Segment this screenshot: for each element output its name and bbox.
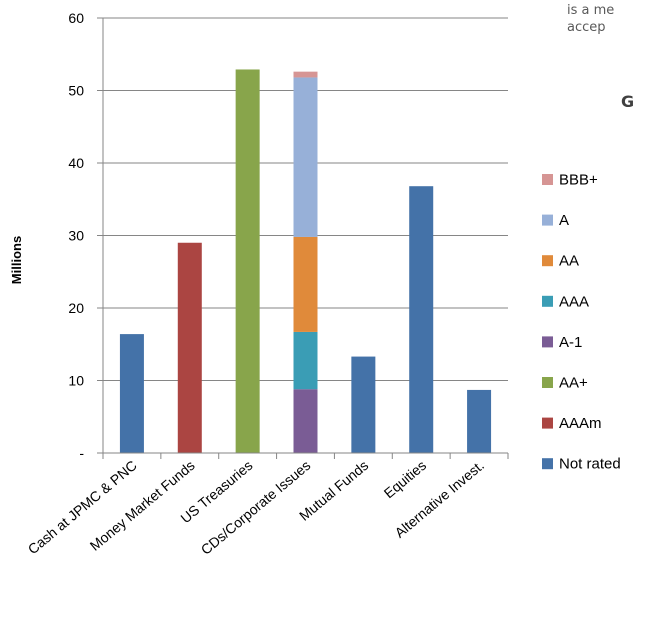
x-tick-label: CDs/Corporate Issues xyxy=(198,457,314,558)
legend-label: AA+ xyxy=(559,375,588,392)
bar-segment xyxy=(467,389,492,453)
y-tick-label: 40 xyxy=(68,155,84,171)
y-tick-label: 10 xyxy=(68,373,84,389)
bar-segment xyxy=(293,236,318,332)
corner-text-line-2: accep xyxy=(567,20,606,35)
y-tick-label: 30 xyxy=(68,228,84,244)
legend-label: AAAm xyxy=(559,415,602,432)
y-axis-title: Millions xyxy=(9,236,24,284)
legend-swatch xyxy=(542,377,553,388)
legend-label: Not rated xyxy=(559,456,621,473)
legend-swatch xyxy=(542,214,553,226)
legend-swatch xyxy=(542,255,553,267)
y-tick-label: 20 xyxy=(68,300,84,316)
bar-segment xyxy=(119,334,144,453)
y-tick-label: 60 xyxy=(68,10,84,26)
legend-item: A-1 xyxy=(542,334,582,351)
legend-label: BBB+ xyxy=(559,172,598,189)
legend-item: A xyxy=(542,212,569,229)
bar-segment xyxy=(293,71,318,78)
legend-label: A-1 xyxy=(559,334,582,351)
y-tick-labels: - 10 20 30 40 50 60 xyxy=(68,10,84,461)
bar-segment xyxy=(293,331,318,390)
bar-segment xyxy=(409,186,434,453)
bar-segment xyxy=(293,77,318,237)
legend-item: Not rated xyxy=(542,456,621,473)
x-tick-label: Money Market Funds xyxy=(87,457,198,554)
y-tick-label: - xyxy=(79,445,84,461)
corner-text-line-3: G xyxy=(621,92,635,111)
legend-swatch xyxy=(542,417,553,429)
legend-swatch xyxy=(542,336,553,348)
legend-item: BBB+ xyxy=(542,172,598,189)
x-tick-label: Cash at JPMC & PNC xyxy=(25,457,140,557)
legend-swatch xyxy=(542,174,553,185)
legend-item: AA xyxy=(542,253,579,270)
bar-segment xyxy=(351,356,376,453)
bar-segment xyxy=(293,389,318,453)
legend-label: A xyxy=(559,212,569,229)
legend-item: AAA xyxy=(542,293,589,310)
axes xyxy=(97,17,509,459)
legend-item: AA+ xyxy=(542,375,588,392)
x-tick-label: Equities xyxy=(381,457,429,501)
legend-label: AA xyxy=(559,253,579,270)
legend-item: AAAm xyxy=(542,415,602,432)
y-tick-label: 50 xyxy=(68,83,84,99)
corner-text-line-1: is a me xyxy=(567,3,615,18)
legend-label: AAA xyxy=(559,293,589,310)
bar-group xyxy=(119,69,492,453)
bar-segment xyxy=(235,69,260,453)
bar-segment xyxy=(177,242,202,453)
legend-swatch xyxy=(542,295,553,307)
legend-swatch xyxy=(542,458,553,470)
